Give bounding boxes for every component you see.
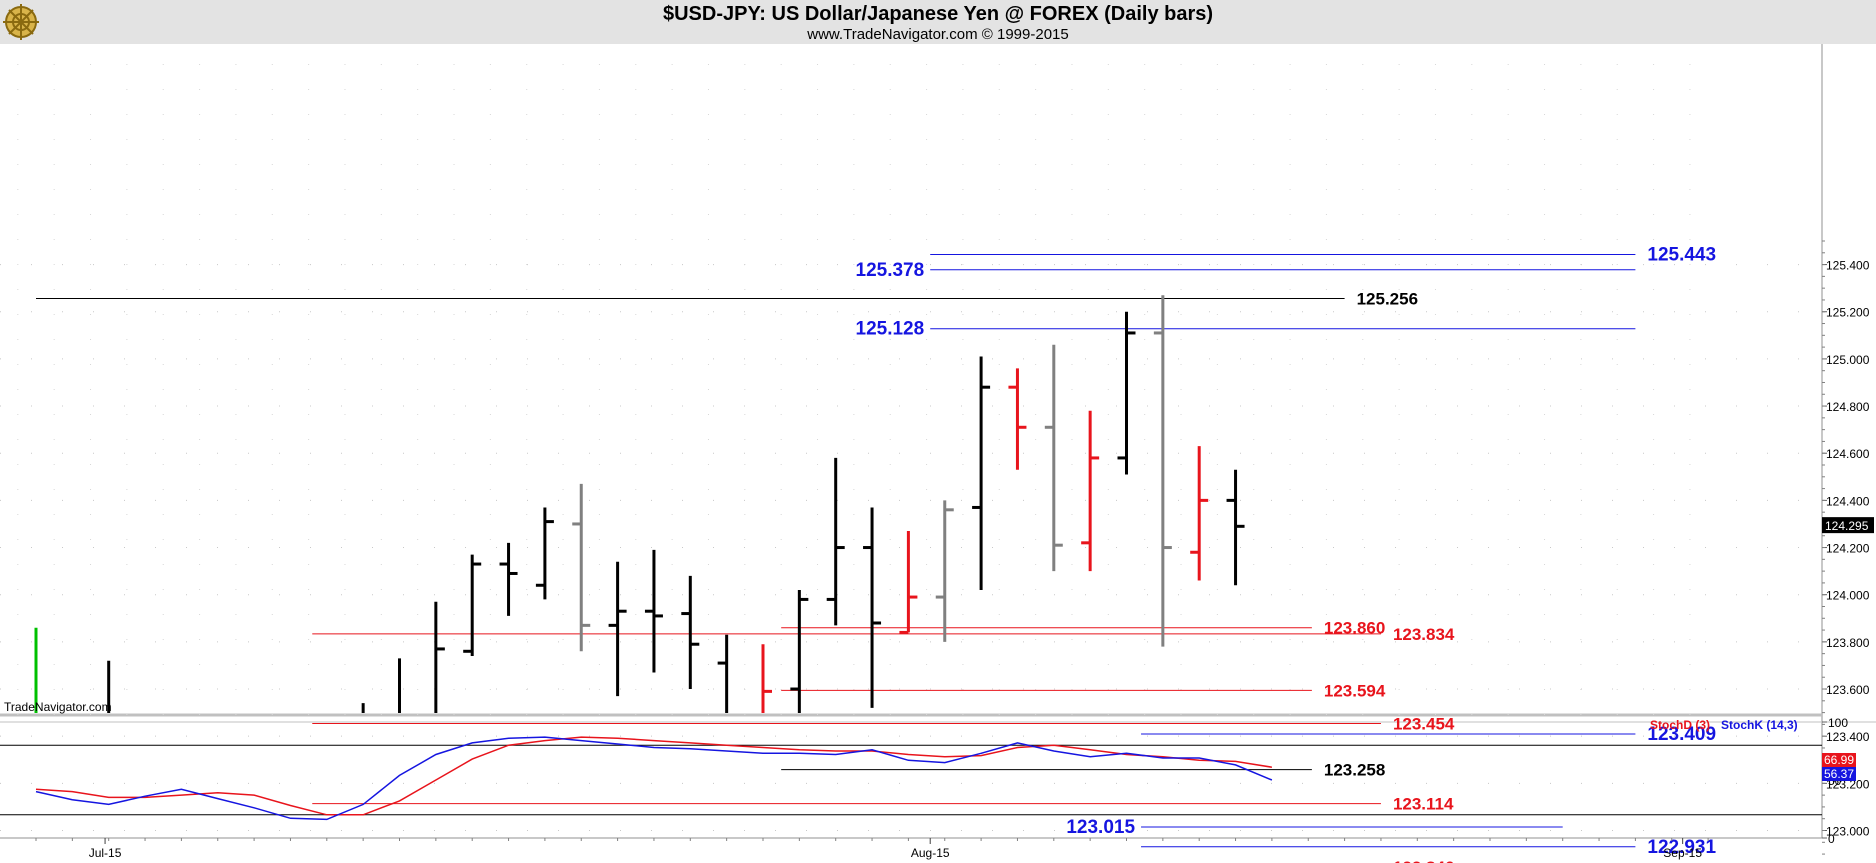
level-label: 122.931: [1647, 837, 1716, 858]
x-tick-label: Jul-15: [89, 846, 122, 860]
x-tick-label: Aug-15: [911, 846, 950, 860]
level-label: 125.378: [856, 260, 925, 281]
level-label: 123.860: [1324, 619, 1385, 638]
level-label: 123.834: [1393, 625, 1455, 644]
stoch-k-line: [35, 736, 1273, 821]
watermark-label: TradeNavigator.com: [4, 700, 112, 714]
stoch-y-label: 0: [1828, 832, 1835, 846]
stoch-d-line: [35, 736, 1273, 816]
price-pane: [0, 44, 1822, 715]
y-tick-label: 124.800: [1826, 400, 1870, 414]
y-tick-label: 125.400: [1826, 259, 1870, 273]
stoch-k-legend: StochK (14,3): [1721, 718, 1798, 732]
chart-subtitle: www.TradeNavigator.com © 1999-2015: [807, 26, 1069, 43]
level-label: 123.454: [1393, 714, 1455, 733]
level-label: 122.846: [1393, 858, 1454, 863]
level-label: 123.114: [1393, 795, 1454, 814]
stoch-d-value-box: [1822, 753, 1856, 767]
y-tick-label: 123.600: [1826, 683, 1870, 697]
y-tick-label: 124.000: [1826, 589, 1870, 603]
level-label: 125.443: [1647, 244, 1716, 265]
level-label: 123.594: [1324, 681, 1386, 700]
level-label: 123.015: [1066, 817, 1135, 838]
y-tick-label: 125.200: [1826, 306, 1870, 320]
chart-title: $USD-JPY: US Dollar/Japanese Yen @ FOREX…: [662, 3, 1214, 25]
y-tick-label: 124.200: [1826, 542, 1870, 556]
last-price-box: [1822, 517, 1874, 534]
stoch-k-value-box: [1822, 767, 1856, 781]
trade-navigator-logo-icon: [2, 2, 40, 45]
y-tick-label: 125.000: [1826, 353, 1870, 367]
y-tick-label: 123.800: [1826, 636, 1870, 650]
stoch-y-label: 100: [1828, 716, 1848, 730]
level-label: 125.128: [856, 319, 925, 340]
x-tick-label: Sep-15: [1663, 846, 1702, 860]
ohlc-bars: [34, 295, 1245, 713]
chart-header: [0, 0, 1876, 44]
y-tick-label: 124.600: [1826, 447, 1870, 461]
stoch-d-value: 66.99: [1824, 753, 1854, 767]
level-label: 125.256: [1357, 290, 1418, 309]
y-tick-label: 123.000: [1826, 825, 1870, 839]
level-label: 123.258: [1324, 761, 1385, 780]
stoch-k-value: 56.37: [1824, 767, 1854, 781]
y-tick-label: 123.400: [1826, 730, 1870, 744]
last-price-label: 124.295: [1825, 519, 1869, 533]
y-tick-label: 124.400: [1826, 494, 1870, 508]
level-label: 123.409: [1647, 724, 1716, 745]
stoch-d-legend: StochD (3): [1650, 718, 1710, 732]
